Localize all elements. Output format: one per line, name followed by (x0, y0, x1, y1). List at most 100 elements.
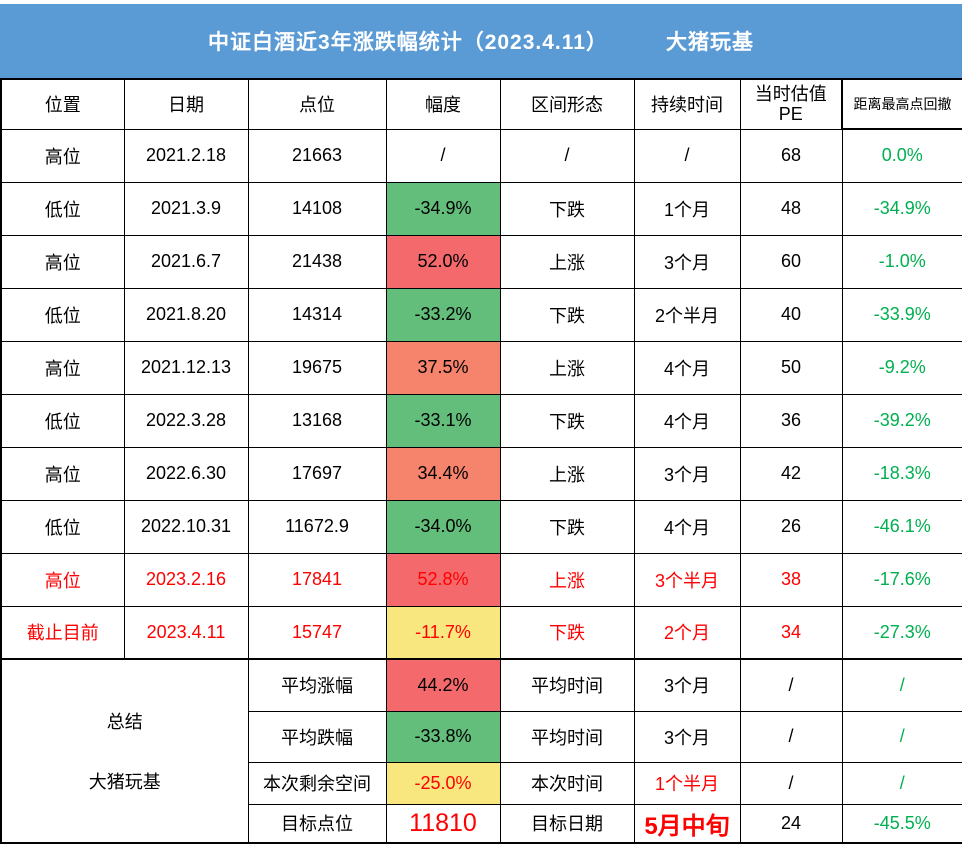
cell-change: -33.2% (385, 287, 501, 342)
cell-summary-label: 平均跌幅 (247, 710, 387, 763)
cell-summary-pe: / (739, 658, 843, 712)
cell-summary-value2: 3个月 (633, 710, 741, 763)
cell-summary-pe: / (739, 710, 843, 763)
cell-drawdown: -27.3% (841, 605, 962, 660)
cell-change: 34.4% (385, 446, 501, 501)
summary-row: 本次剩余空间 -25.0% 本次时间 1个半月 / / (1, 761, 962, 805)
cell-change: 52.8% (385, 552, 501, 607)
cell-position: 低位 (0, 393, 125, 448)
page-title: 中证白酒近3年涨跌幅统计（2023.4.11） (208, 31, 608, 54)
table-row-highlight-red: 截止目前 2023.4.11 15747 -11.7% 下跌 2个月 34 -2… (0, 605, 962, 660)
cell-pattern: 上涨 (499, 446, 635, 501)
cell-date: 2023.4.11 (123, 605, 249, 660)
table-row: 高位 2021.6.7 21438 52.0% 上涨 3个月 60 -1.0% (0, 234, 962, 289)
statistics-table: 位置 日期 点位 幅度 区间形态 持续时间 当时估值 PE 距离最高点回撤 高位… (0, 78, 962, 844)
cell-drawdown: -46.1% (841, 499, 962, 554)
table-row: 低位 2022.10.31 11672.9 -34.0% 下跌 4个月 26 -… (0, 499, 962, 554)
cell-date: 2021.8.20 (123, 287, 249, 342)
table-row: 低位 2021.8.20 14314 -33.2% 下跌 2个半月 40 -33… (0, 287, 962, 342)
cell-change: -34.0% (385, 499, 501, 554)
cell-drawdown: -33.9% (841, 287, 962, 342)
cell-pattern: 下跌 (499, 605, 635, 660)
cell-drawdown: -34.9% (841, 181, 962, 236)
cell-drawdown: -9.2% (841, 340, 962, 395)
col-header-pe-line1: 当时估值 (754, 83, 827, 104)
cell-change: 52.0% (385, 234, 501, 289)
col-header-position: 位置 (0, 78, 125, 130)
cell-summary-pe: 24 (739, 803, 843, 844)
cell-pe: 68 (739, 128, 843, 183)
cell-summary-label: 平均涨幅 (247, 658, 387, 712)
cell-pe: 40 (739, 287, 843, 342)
cell-summary-value: 44.2% (385, 658, 501, 712)
cell-summary-label2: 本次时间 (499, 761, 635, 805)
cell-summary-value: -33.8% (385, 710, 501, 763)
cell-summary-value2: 3个月 (633, 658, 741, 712)
cell-summary-label2: 目标日期 (499, 803, 635, 844)
cell-summary-value2: 1个半月 (633, 761, 741, 805)
cell-point: 13168 (247, 393, 387, 448)
cell-point: 19675 (247, 340, 387, 395)
cell-position: 低位 (0, 287, 125, 342)
cell-position: 高位 (0, 552, 125, 607)
cell-summary-label: 本次剩余空间 (247, 761, 387, 805)
cell-pe: 42 (739, 446, 843, 501)
header-row: 位置 日期 点位 幅度 区间形态 持续时间 当时估值 PE 距离最高点回撤 (0, 78, 962, 130)
statistics-sheet: 中证白酒近3年涨跌幅统计（2023.4.11） 大猪玩基 位置 日期 点位 幅度… (0, 4, 962, 851)
cell-pattern: 下跌 (499, 181, 635, 236)
cell-duration: / (633, 128, 741, 183)
cell-date: 2021.12.13 (123, 340, 249, 395)
cell-date: 2022.6.30 (123, 446, 249, 501)
cell-target-date: 5月中旬 (633, 803, 741, 844)
table-row: 高位 2021.2.18 21663 / / / 68 0.0% (0, 128, 962, 183)
summary-row: 目标点位 11810 目标日期 5月中旬 24 -45.5% (1, 803, 962, 844)
cell-change: 37.5% (385, 340, 501, 395)
table-row: 低位 2022.3.28 13168 -33.1% 下跌 4个月 36 -39.… (0, 393, 962, 448)
col-header-date: 日期 (123, 78, 249, 130)
cell-summary-label: 目标点位 (247, 803, 387, 844)
cell-summary-drawdown: / (841, 658, 962, 712)
cell-pe: 26 (739, 499, 843, 554)
cell-change: -34.9% (385, 181, 501, 236)
cell-point: 15747 (247, 605, 387, 660)
cell-point: 14108 (247, 181, 387, 236)
summary-row: 平均跌幅 -33.8% 平均时间 3个月 / / (1, 710, 962, 763)
cell-position: 高位 (0, 446, 125, 501)
summary-group-line1: 总结 (106, 712, 143, 732)
cell-point: 17841 (247, 552, 387, 607)
cell-pattern: 下跌 (499, 499, 635, 554)
cell-position: 高位 (0, 340, 125, 395)
cell-position: 高位 (0, 234, 125, 289)
col-header-duration: 持续时间 (633, 78, 741, 130)
cell-date: 2021.2.18 (123, 128, 249, 183)
cell-change: / (385, 128, 501, 183)
cell-duration: 3个月 (633, 234, 741, 289)
cell-summary-drawdown: / (841, 710, 962, 763)
cell-date: 2022.3.28 (123, 393, 249, 448)
cell-drawdown: -39.2% (841, 393, 962, 448)
cell-drawdown: -1.0% (841, 234, 962, 289)
summary-group-line2: 大猪玩基 (88, 772, 161, 792)
cell-point: 17697 (247, 446, 387, 501)
table-row: 高位 2021.12.13 19675 37.5% 上涨 4个月 50 -9.2… (0, 340, 962, 395)
table-row: 高位 2022.6.30 17697 34.4% 上涨 3个月 42 -18.3… (0, 446, 962, 501)
cell-pe: 36 (739, 393, 843, 448)
cell-pe: 48 (739, 181, 843, 236)
cell-pattern: 下跌 (499, 287, 635, 342)
cell-pe: 60 (739, 234, 843, 289)
cell-drawdown: 0.0% (841, 128, 962, 183)
cell-drawdown: -18.3% (841, 446, 962, 501)
col-header-point: 点位 (247, 78, 387, 130)
cell-summary-pe: / (739, 761, 843, 805)
cell-date: 2021.6.7 (123, 234, 249, 289)
cell-summary-label2: 平均时间 (499, 710, 635, 763)
cell-pattern: 上涨 (499, 234, 635, 289)
cell-pe: 38 (739, 552, 843, 607)
cell-summary-drawdown: / (841, 761, 962, 805)
cell-target-point: 11810 (385, 803, 501, 844)
cell-duration: 3个月 (633, 446, 741, 501)
cell-change: -33.1% (385, 393, 501, 448)
table-row-highlight-red: 高位 2023.2.16 17841 52.8% 上涨 3个半月 38 -17.… (0, 552, 962, 607)
cell-pattern: 上涨 (499, 552, 635, 607)
cell-duration: 4个月 (633, 340, 741, 395)
